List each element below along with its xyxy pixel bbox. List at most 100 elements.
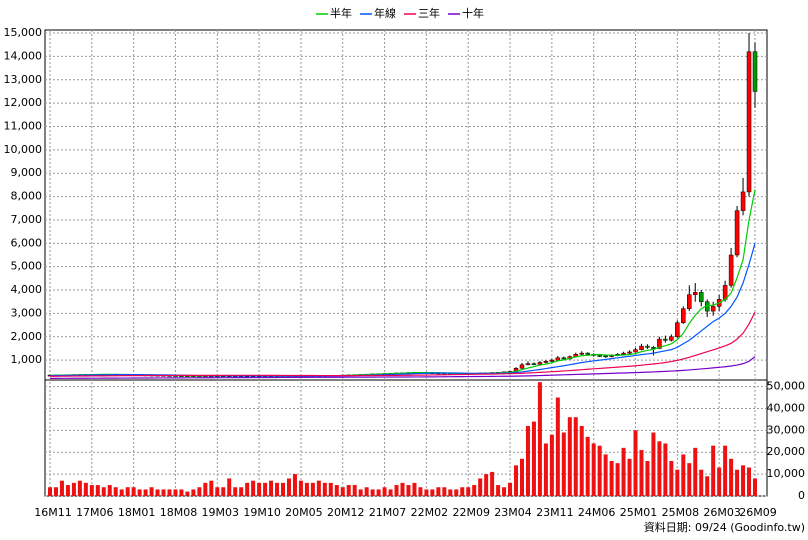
- volume-bar: [663, 443, 668, 496]
- volume-bar: [699, 469, 704, 496]
- volume-bar: [239, 487, 244, 496]
- y-tick-label: 12,000: [4, 96, 43, 109]
- volume-bar: [424, 489, 429, 496]
- x-tick-label: 16M11: [34, 506, 72, 519]
- candle-body: [579, 352, 584, 355]
- x-tick-label: 23M11: [536, 506, 574, 519]
- candle-body: [597, 355, 602, 357]
- volume-bar: [340, 487, 345, 496]
- volume-bar: [388, 489, 393, 496]
- volume-bar: [245, 482, 250, 496]
- candle-body: [531, 363, 537, 365]
- volume-bar: [185, 491, 190, 496]
- volume-bar: [191, 489, 196, 496]
- volume-bar: [167, 489, 172, 496]
- volume-bar: [478, 478, 483, 496]
- volume-bar: [209, 480, 214, 496]
- y-tick-label: 3,000: [11, 306, 43, 319]
- x-tick-label: 17M06: [76, 506, 114, 519]
- volume-bar: [71, 482, 76, 496]
- volume-bar: [555, 397, 560, 496]
- volume-bar: [472, 485, 477, 496]
- x-tick-label: 20M05: [285, 506, 323, 519]
- volume-bar: [693, 447, 698, 496]
- candle-body: [734, 210, 740, 256]
- candle-body: [657, 338, 662, 349]
- x-tick-label: 20M12: [327, 506, 365, 519]
- candle-body: [752, 51, 758, 92]
- volume-bar: [149, 487, 154, 496]
- y-tick-label: 5,000: [11, 260, 43, 273]
- volume-bar: [502, 487, 507, 496]
- volume-bar: [657, 441, 662, 496]
- candle-body: [633, 349, 638, 353]
- x-tick-label: 22M02: [411, 506, 449, 519]
- volume-bar: [125, 487, 130, 496]
- candle-body: [645, 345, 650, 348]
- volume-bar: [221, 487, 226, 496]
- x-tick-label: 26M09: [739, 506, 777, 519]
- candle-body: [698, 292, 704, 302]
- volume-bar: [705, 476, 710, 496]
- y2-tick-label: 50,000: [767, 380, 806, 393]
- volume-bar: [394, 485, 399, 496]
- volume-bar: [334, 485, 339, 496]
- volume-bar: [77, 480, 82, 496]
- volume-bar: [543, 443, 548, 496]
- y-tick-label: 11,000: [4, 119, 43, 132]
- y2-tick-label: 0: [798, 489, 805, 502]
- volume-bar: [729, 458, 734, 496]
- volume-bar: [358, 489, 363, 496]
- candle-body: [549, 359, 555, 362]
- volume-bar: [59, 480, 64, 496]
- volume-bar: [579, 425, 584, 496]
- volume-bar: [292, 474, 297, 496]
- candle-body: [585, 352, 590, 355]
- volume-bar: [269, 480, 274, 496]
- volume-bar: [352, 485, 357, 496]
- y-tick-label: 10,000: [4, 143, 43, 156]
- y-tick-label: 9,000: [11, 166, 43, 179]
- volume-bar: [490, 471, 495, 496]
- x-tick-label: 19M10: [243, 506, 281, 519]
- volume-bar: [669, 460, 674, 496]
- y2-tick-label: 40,000: [767, 401, 806, 414]
- volume-bar: [137, 489, 142, 496]
- volume-bar: [131, 487, 136, 496]
- volume-bar: [687, 463, 692, 496]
- volume-bar: [645, 460, 650, 496]
- volume-bar: [567, 417, 572, 496]
- x-tick-label: 18M01: [118, 506, 156, 519]
- volume-bar: [101, 487, 106, 496]
- y-tick-label: 1,000: [11, 353, 43, 366]
- volume-bar: [741, 465, 746, 496]
- candle-body: [740, 191, 746, 211]
- volume-bar: [89, 485, 94, 496]
- candle-body: [693, 292, 698, 295]
- candle-body: [621, 352, 626, 355]
- volume-bar: [585, 436, 590, 496]
- y-tick-label: 6,000: [11, 236, 43, 249]
- candle-body: [710, 306, 716, 312]
- candle-body: [543, 361, 549, 363]
- candle-body: [651, 347, 656, 349]
- volume-bar: [621, 447, 626, 496]
- volume-bar: [508, 482, 513, 496]
- volume-bar: [597, 445, 602, 496]
- volume-bar: [561, 432, 566, 496]
- volume-bar: [573, 417, 578, 496]
- legend-label: 十年: [462, 6, 484, 20]
- volume-bar: [454, 489, 459, 496]
- ma-line: [49, 311, 756, 377]
- x-tick-label: 25M08: [662, 506, 700, 519]
- volume-bar: [400, 482, 405, 496]
- volume-bar: [633, 430, 638, 496]
- volume-bar: [448, 489, 453, 496]
- ma-line: [49, 356, 756, 379]
- volume-bar: [519, 458, 524, 496]
- candle-body: [675, 322, 680, 338]
- y-tick-label: 13,000: [4, 73, 43, 86]
- volume-bar: [143, 489, 148, 496]
- volume-bar: [233, 487, 238, 496]
